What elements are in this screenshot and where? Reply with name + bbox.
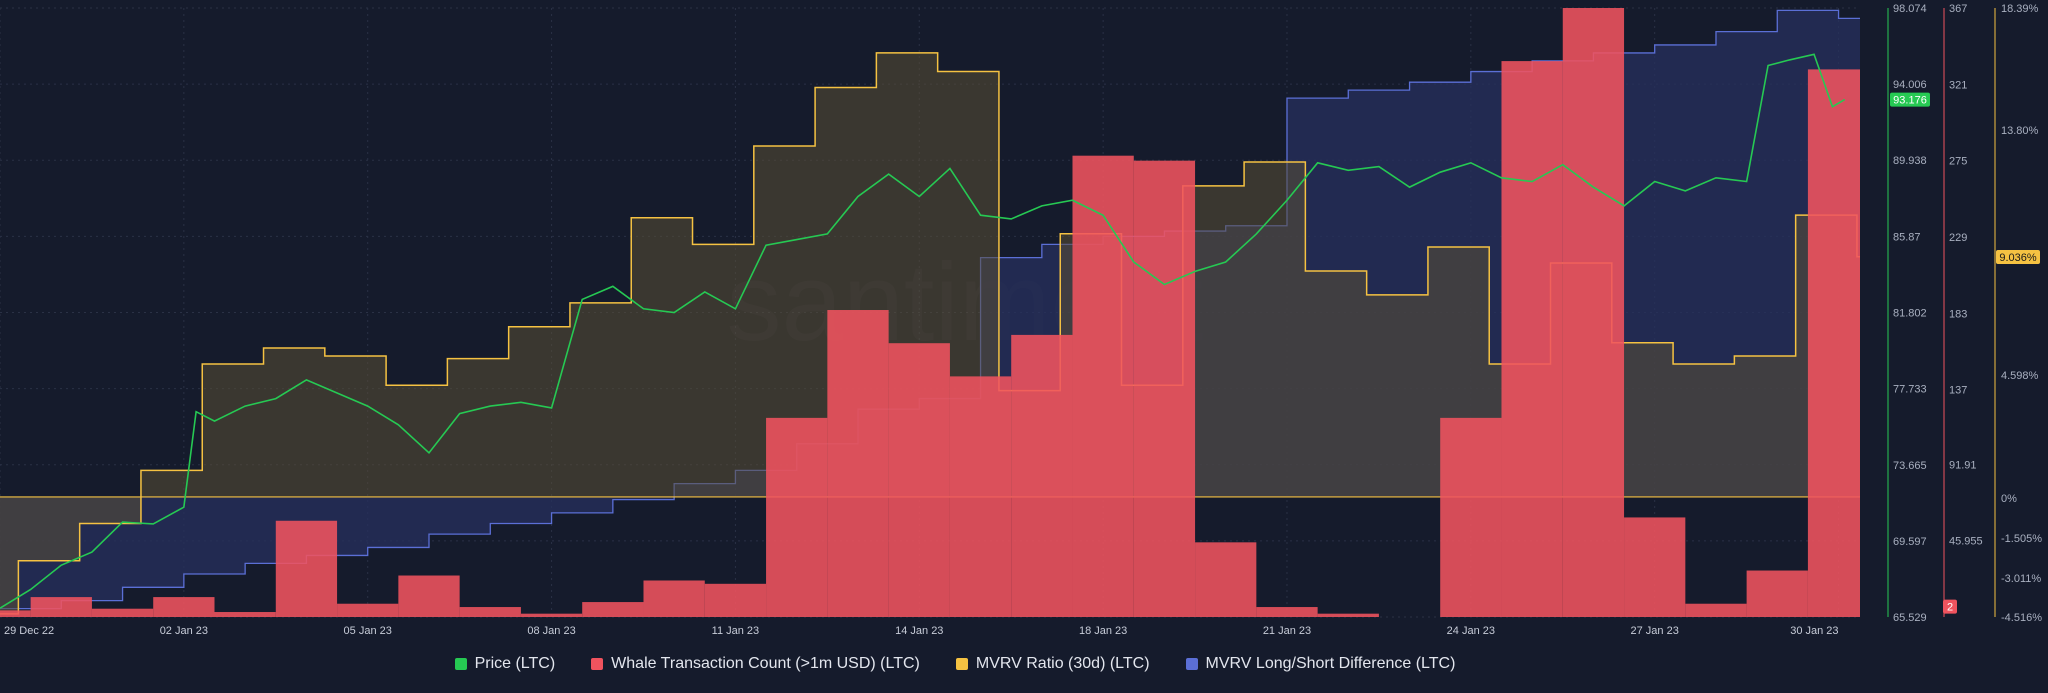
whale-bar bbox=[1501, 61, 1563, 617]
whale-tick-label: 91.91 bbox=[1949, 459, 1977, 471]
legend-price-swatch bbox=[454, 658, 467, 670]
x-tick-label: 30 Jan 23 bbox=[1790, 625, 1838, 637]
whale-bar bbox=[949, 376, 1012, 617]
legend-lsd[interactable]: MVRV Long/Short Difference (LTC) bbox=[1185, 655, 1456, 673]
price-tick-label: 81.802 bbox=[1893, 307, 1927, 319]
whale-bar bbox=[1440, 417, 1502, 617]
x-tick-label: 14 Jan 23 bbox=[895, 625, 943, 637]
mvrv-area bbox=[0, 52, 1860, 614]
legend-mvrv[interactable]: MVRV Ratio (30d) (LTC) bbox=[955, 655, 1150, 673]
price-tick-label: 98.074 bbox=[1893, 3, 1927, 15]
legend-mvrv-swatch bbox=[955, 658, 968, 670]
mvrv-tick-label: -1.505% bbox=[2001, 533, 2042, 545]
whale-bar bbox=[1746, 570, 1808, 617]
whale-bar bbox=[30, 597, 92, 617]
x-tick-label: 08 Jan 23 bbox=[527, 625, 575, 637]
whale-bar bbox=[827, 310, 889, 617]
price-line bbox=[0, 53, 1846, 609]
legend-lsd-label: MVRV Long/Short Difference (LTC) bbox=[1205, 655, 1456, 672]
price-tick-label: 69.597 bbox=[1893, 536, 1927, 548]
legend-mvrv-label: MVRV Ratio (30d) (LTC) bbox=[975, 655, 1150, 672]
whale-bar bbox=[766, 417, 828, 617]
price-tick-label: 65.529 bbox=[1893, 612, 1927, 624]
mvrv-tick-label: -4.516% bbox=[2001, 612, 2042, 624]
whale-bar bbox=[1685, 603, 1747, 617]
whale-bar bbox=[582, 602, 644, 617]
whale-bar bbox=[520, 613, 583, 617]
whale-tick-label: 45.955 bbox=[1949, 536, 1983, 548]
x-tick-label: 24 Jan 23 bbox=[1447, 625, 1495, 637]
legend-whale-swatch bbox=[591, 658, 604, 670]
x-tick-label: 02 Jan 23 bbox=[160, 625, 208, 637]
whale-bar bbox=[1562, 8, 1625, 617]
whale-bar bbox=[1011, 334, 1073, 617]
whale-tick-label: 183 bbox=[1949, 308, 1967, 320]
x-tick-label: 05 Jan 23 bbox=[344, 625, 392, 637]
whale-bar bbox=[214, 612, 276, 617]
x-tick-label: 21 Jan 23 bbox=[1263, 625, 1311, 637]
mvrv-current-label: 9.036% bbox=[1999, 252, 2037, 264]
whale-bar bbox=[1317, 613, 1379, 617]
whale-tick-label: 275 bbox=[1949, 156, 1967, 168]
legend-lsd-swatch bbox=[1185, 658, 1198, 670]
price-tick-label: 73.665 bbox=[1893, 460, 1927, 472]
mvrv-tick-label: 18.39% bbox=[2001, 3, 2039, 15]
x-tick-label: 27 Jan 23 bbox=[1631, 625, 1679, 637]
mvrv-tick-label: 13.80% bbox=[2001, 125, 2039, 137]
axes: 29 Dec 22 02 Jan 23 05 Jan 23 08 Jan 23 11 J… bbox=[4, 3, 2042, 637]
whale-bar bbox=[1807, 69, 1860, 617]
whale-bar bbox=[643, 580, 705, 617]
price-current-label: 93.176 bbox=[1893, 95, 1927, 107]
whale-tick-label: 367 bbox=[1949, 3, 1967, 15]
whale-bar bbox=[1133, 160, 1196, 617]
whale-bar bbox=[0, 610, 31, 617]
whale-bar bbox=[704, 583, 767, 617]
x-tick-label: 29 Dec 22 bbox=[4, 625, 54, 637]
mvrv-tick-label: 4.598% bbox=[2001, 370, 2039, 382]
whale-bar bbox=[91, 608, 154, 617]
whale-current-label: 2 bbox=[1947, 602, 1953, 614]
whale-tick-label: 137 bbox=[1949, 385, 1967, 397]
whale-bar bbox=[1072, 155, 1134, 617]
whale-bar bbox=[337, 603, 399, 617]
whale-bar bbox=[888, 343, 950, 617]
mvrv-tick-label: -3.011% bbox=[2001, 573, 2041, 585]
whale-current-badge bbox=[1943, 599, 1957, 614]
x-tick-label: 11 Jan 23 bbox=[712, 625, 760, 637]
price-tick-label: 77.733 bbox=[1893, 384, 1927, 396]
legend-price[interactable]: Price (LTC) bbox=[454, 655, 556, 673]
x-tick-label: 18 Jan 23 bbox=[1079, 625, 1127, 637]
mvrv-current-badge bbox=[1996, 250, 2040, 264]
mvrv-tick-label: 0% bbox=[2001, 493, 2017, 505]
whale-bar bbox=[1624, 517, 1686, 617]
whale-bar bbox=[1256, 607, 1318, 617]
legend: Price (LTC) Whale Transaction Count (>1m… bbox=[0, 655, 1910, 673]
series-whale-count bbox=[0, 8, 1860, 617]
whale-tick-label: 229 bbox=[1949, 232, 1967, 244]
legend-price-label: Price (LTC) bbox=[474, 655, 556, 672]
price-tick-label: 85.87 bbox=[1893, 231, 1921, 243]
series-price bbox=[0, 53, 1846, 609]
price-current-badge bbox=[1890, 92, 1930, 107]
whale-tick-label: 321 bbox=[1949, 79, 1967, 91]
price-tick-label: 89.938 bbox=[1893, 155, 1927, 167]
whale-bar bbox=[1195, 542, 1257, 617]
price-tick-label: 94.006 bbox=[1893, 79, 1927, 91]
legend-whale[interactable]: Whale Transaction Count (>1m USD) (LTC) bbox=[591, 655, 920, 673]
legend-whale-label: Whale Transaction Count (>1m USD) (LTC) bbox=[611, 655, 920, 672]
whale-bar bbox=[153, 597, 215, 617]
whale-bar bbox=[398, 575, 460, 617]
whale-bar bbox=[275, 520, 338, 617]
whale-bar bbox=[459, 607, 521, 617]
